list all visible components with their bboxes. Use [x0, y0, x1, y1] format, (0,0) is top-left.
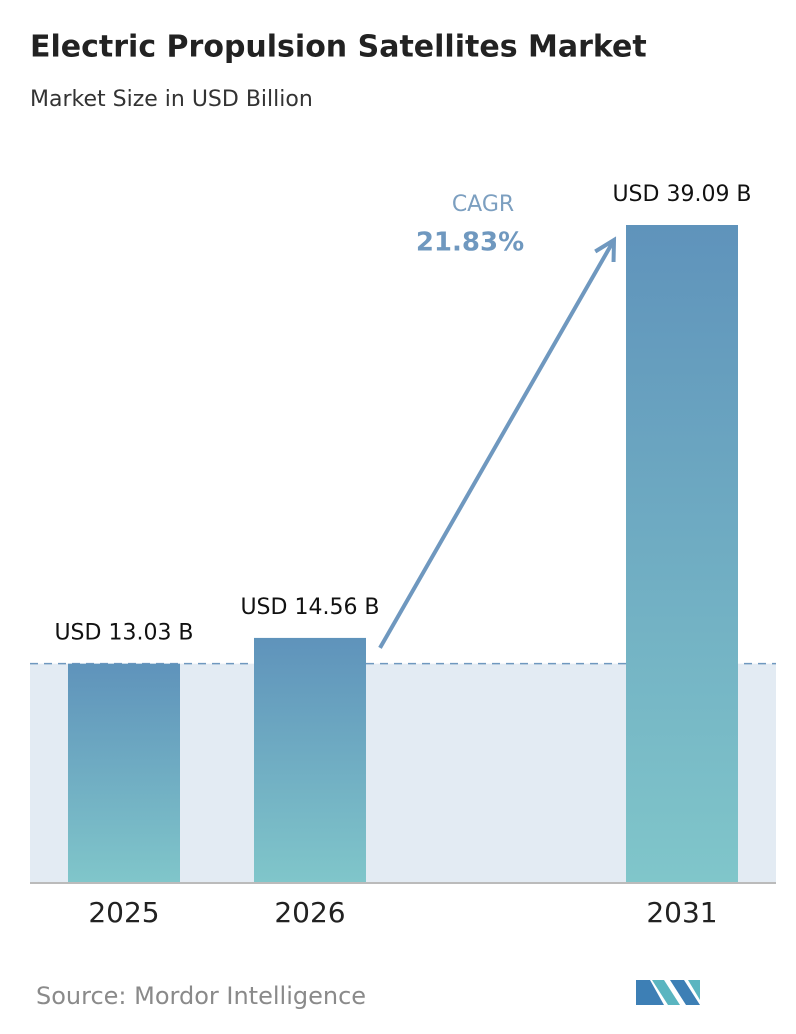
bar [626, 225, 738, 883]
logo [636, 980, 700, 1005]
source: Source: Mordor Intelligence [36, 982, 366, 1010]
x-tick-label: 2026 [274, 896, 345, 929]
bar [254, 637, 366, 883]
cagr-arrow-head [594, 236, 617, 263]
chart-subtitle: Market Size in USD Billion [30, 87, 313, 112]
value-label: USD 13.03 B [54, 621, 193, 646]
cagr-label: CAGR [452, 192, 514, 217]
plot-area: USD 13.03 B 2025 USD 14.56 B 2026 USD 39.09 … [30, 182, 776, 929]
chart-title: Electric Propulsion Satellites Market [30, 30, 647, 65]
bar [68, 663, 180, 883]
cagr-arrow [378, 239, 616, 649]
x-tick-label: 2031 [646, 896, 717, 929]
x-tick-label: 2025 [88, 896, 159, 929]
value-label: USD 14.56 B [240, 595, 379, 620]
value-label: USD 39.09 B [612, 182, 751, 207]
cagr-value: 21.83% [416, 228, 524, 258]
